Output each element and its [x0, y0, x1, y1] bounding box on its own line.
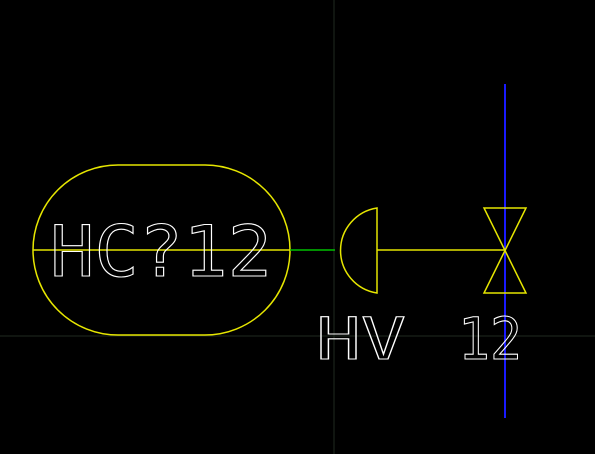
controller-instrument[interactable]: HC?12	[32, 164, 291, 336]
controller-bubble	[32, 164, 291, 336]
control-valve-body[interactable]	[482, 207, 528, 294]
valve-tag-prefix: HV	[316, 305, 406, 373]
valve-tag-number: 12	[458, 305, 522, 373]
controller-tag: HC?12	[50, 211, 272, 293]
diaphragm-actuator[interactable]	[339, 207, 378, 294]
valve-tag: HV 12	[315, 304, 522, 373]
